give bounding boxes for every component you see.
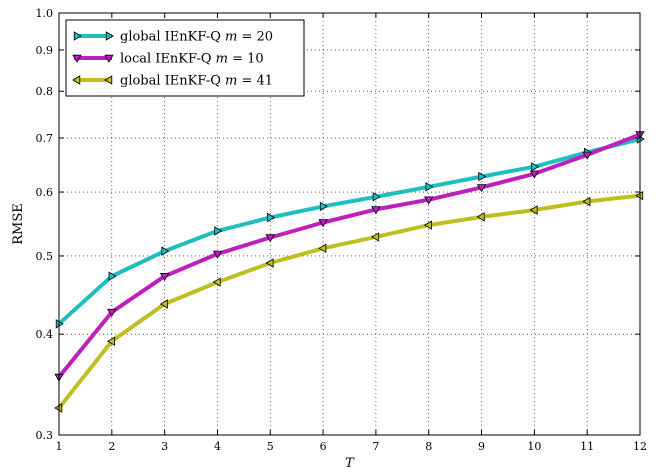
data-point (265, 234, 275, 243)
data-point (531, 162, 540, 172)
x-axis-label: T (345, 456, 355, 471)
legend-marker (104, 54, 114, 63)
series-layer (54, 131, 645, 413)
y-tick-label: 1.0 (36, 7, 54, 20)
data-point (54, 403, 63, 413)
data-point (371, 206, 381, 215)
data-point (371, 232, 380, 242)
data-point (212, 277, 221, 287)
data-point (478, 171, 487, 182)
y-tick-label: 0.8 (36, 85, 54, 98)
y-tick-label: 0.4 (36, 328, 54, 341)
data-point (161, 246, 170, 256)
data-point (425, 182, 434, 192)
data-point (529, 205, 538, 215)
x-tick-label: 2 (108, 440, 115, 453)
data-point (319, 201, 328, 212)
y-tick-label: 0.7 (36, 132, 54, 145)
x-tick-label: 1 (56, 440, 63, 453)
y-tick-label: 0.9 (36, 44, 54, 57)
series-line (57, 132, 641, 379)
series-line (57, 193, 641, 410)
y-tick-label: 0.6 (36, 186, 54, 199)
data-point (372, 192, 381, 202)
data-point (423, 220, 432, 230)
legend-marker (73, 31, 82, 41)
data-point (265, 258, 274, 268)
data-point (582, 196, 591, 207)
data-point (476, 212, 485, 222)
y-tick-label: 0.5 (36, 250, 54, 263)
data-point (214, 226, 223, 236)
series-line (57, 137, 641, 326)
legend-marker (104, 75, 113, 85)
legend-marker (105, 31, 114, 41)
legend-entry-2: local IEnKF-Q m = 10 (72, 52, 264, 67)
x-tick-label: 10 (527, 440, 541, 453)
x-tick-label: 5 (267, 440, 274, 453)
data-point (107, 308, 117, 317)
legend-label: global IEnKF-Q m = 20 (120, 30, 273, 45)
legend-marker (72, 54, 82, 63)
x-tick-label: 11 (580, 440, 594, 453)
series-3 (54, 190, 644, 413)
data-point (108, 271, 117, 281)
data-point (55, 319, 64, 329)
x-tick-label: 8 (425, 440, 432, 453)
data-point (635, 190, 644, 201)
x-tick-label: 7 (372, 440, 379, 453)
x-tick-label: 4 (214, 440, 221, 453)
legend-label: local IEnKF-Q m = 10 (120, 52, 264, 67)
data-point (424, 196, 434, 205)
data-point (267, 212, 276, 223)
data-point (159, 272, 170, 281)
x-tick-label: 6 (320, 440, 327, 453)
data-point (318, 243, 327, 253)
series-2 (54, 131, 645, 382)
plot-frame (58, 12, 641, 436)
data-point (318, 219, 328, 228)
x-tick-label: 3 (161, 440, 168, 453)
y-axis-label: RMSE (11, 203, 26, 245)
y-tick-label: 0.3 (36, 429, 54, 442)
x-tick-label: 12 (633, 440, 647, 453)
legend-entry-1: global IEnKF-Q m = 20 (73, 30, 273, 45)
data-point (159, 299, 168, 309)
legend-label: global IEnKF-Q m = 41 (120, 74, 273, 89)
data-point (529, 170, 540, 179)
data-point (582, 151, 592, 160)
data-point (107, 336, 115, 346)
data-point (212, 250, 223, 259)
series-1 (55, 134, 645, 329)
axis-ticks: 1 2 3 4 5 6 7 8 9 10 11 120.30.40.50.60.70.80.91.0 (36, 7, 648, 453)
legend-marker (72, 75, 81, 85)
legend: global IEnKF-Q m = 20 local IEnKF-Q m = 1… (65, 19, 305, 97)
x-tick-label: 9 (478, 440, 485, 453)
legend-entry-3: global IEnKF-Q m = 41 (72, 74, 273, 89)
data-point (476, 184, 487, 193)
